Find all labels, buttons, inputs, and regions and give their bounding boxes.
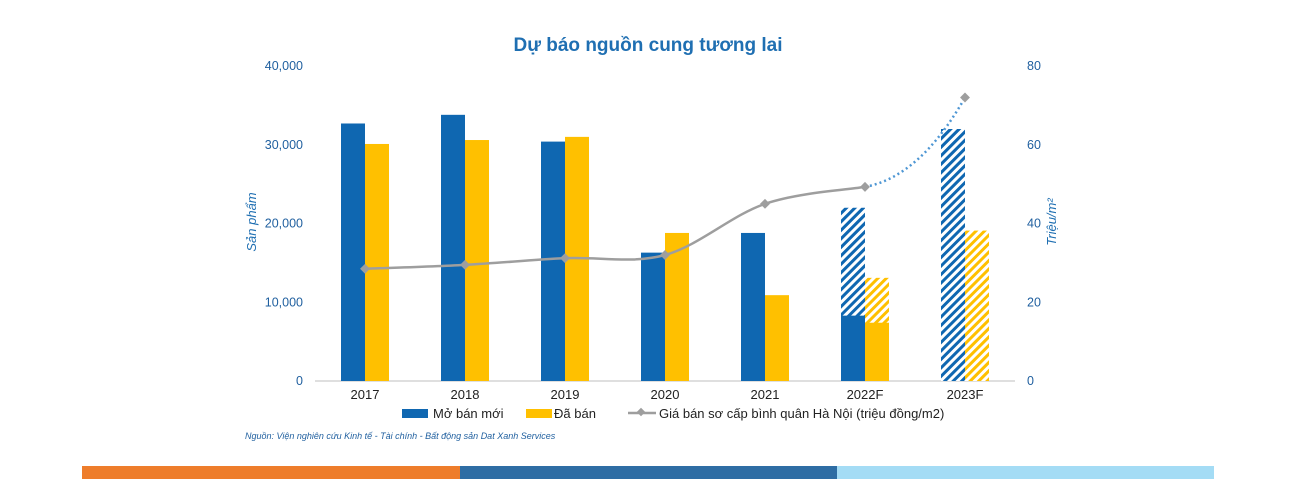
y2-tick-label: 40 bbox=[1027, 217, 1041, 231]
legend-swatch-price-marker bbox=[636, 407, 646, 417]
price-line bbox=[364, 185, 866, 271]
legend-swatch-sold bbox=[526, 409, 552, 418]
price-marker bbox=[460, 259, 470, 270]
y2-tick-label: 80 bbox=[1027, 59, 1041, 73]
price-marker bbox=[760, 198, 770, 209]
x-tick-label: 2021 bbox=[751, 387, 780, 402]
x-tick-label: 2023F bbox=[947, 387, 984, 402]
source-note: Nguồn: Viện nghiên cứu Kinh tế - Tài chí… bbox=[245, 431, 556, 441]
y-tick-label: 40,000 bbox=[265, 59, 303, 73]
bar-sold bbox=[665, 232, 689, 381]
price-line-group bbox=[360, 92, 970, 274]
footer-bar-orange bbox=[82, 466, 460, 479]
bars-group bbox=[341, 114, 989, 382]
legend-label-price: Giá bán sơ cấp bình quân Hà Nội (triệu đ… bbox=[659, 406, 944, 421]
y-tick-label: 0 bbox=[296, 374, 303, 388]
price-marker bbox=[960, 92, 970, 103]
legend-label-sold: Đã bán bbox=[554, 406, 596, 421]
bar-new-supply bbox=[641, 252, 665, 381]
bar-sold-forecast bbox=[965, 230, 989, 381]
bar-sold bbox=[365, 143, 389, 381]
y2-tick-label: 60 bbox=[1027, 138, 1041, 152]
y-tick-label: 20,000 bbox=[265, 217, 303, 231]
bar-new-supply bbox=[841, 315, 865, 381]
y-tick-label: 10,000 bbox=[265, 295, 303, 309]
bar-sold bbox=[465, 140, 489, 381]
bar-sold bbox=[865, 322, 889, 381]
legend-item-new-supply: Mở bán mới bbox=[402, 406, 504, 421]
y2-tick-label: 20 bbox=[1027, 295, 1041, 309]
y-tick-label: 30,000 bbox=[265, 138, 303, 152]
y2-axis-label: Triệu/m² bbox=[1044, 198, 1059, 246]
x-tick-label: 2017 bbox=[351, 387, 380, 402]
x-tick-label: 2018 bbox=[451, 387, 480, 402]
bar-new-supply bbox=[441, 114, 465, 381]
y-axis-left: 0 10,000 20,000 30,000 40,000 bbox=[265, 59, 303, 388]
x-tick-label: 2020 bbox=[651, 387, 680, 402]
legend-item-sold: Đã bán bbox=[526, 406, 596, 421]
footer-bar-lightblue bbox=[837, 466, 1214, 479]
price-marker bbox=[360, 263, 370, 274]
price-marker bbox=[560, 253, 570, 264]
legend-swatch-new-supply bbox=[402, 409, 428, 418]
bar-new-supply bbox=[341, 123, 365, 382]
bar-sold bbox=[765, 295, 789, 381]
x-tick-label: 2019 bbox=[551, 387, 580, 402]
x-tick-label: 2022F bbox=[847, 387, 884, 402]
chart-title: Dự báo nguồn cung tương lai bbox=[514, 35, 783, 56]
legend-item-price: Giá bán sơ cấp bình quân Hà Nội (triệu đ… bbox=[628, 406, 944, 421]
y2-tick-label: 0 bbox=[1027, 374, 1034, 388]
y-axis-label: Sản phẩm bbox=[244, 192, 259, 251]
x-axis: 2017 2018 2019 2020 2021 2022F 2023F bbox=[351, 387, 984, 402]
price-marker bbox=[660, 250, 670, 260]
bar-new-supply-forecast bbox=[941, 129, 965, 381]
legend: Mở bán mới Đã bán Giá bán sơ cấp bình qu… bbox=[402, 406, 944, 421]
y-axis-right: 0 20 40 60 80 bbox=[1027, 59, 1041, 388]
bar-new-supply bbox=[741, 232, 765, 381]
bar-new-supply bbox=[541, 141, 565, 381]
footer-bar-blue bbox=[460, 466, 837, 479]
price-marker bbox=[860, 181, 870, 192]
legend-label-new-supply: Mở bán mới bbox=[433, 406, 504, 421]
